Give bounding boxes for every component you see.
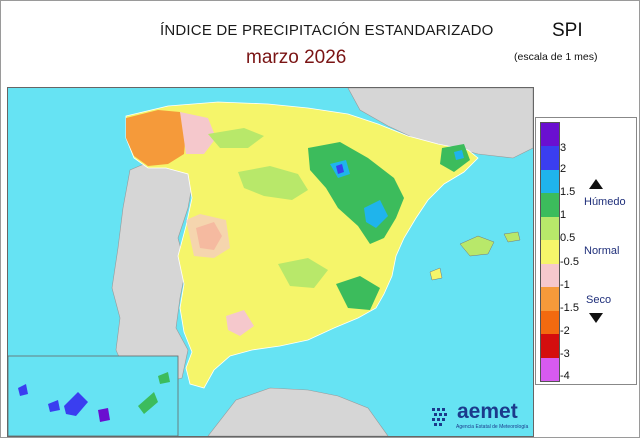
legend-swatch xyxy=(541,334,559,359)
legend-label-1: 1 xyxy=(560,209,567,221)
index-name: SPI xyxy=(552,20,583,41)
legend-label-minus-3: -3 xyxy=(560,348,570,360)
canary-la-palma xyxy=(18,384,28,396)
aemet-logo-icon xyxy=(432,408,447,426)
legend-label-3: 3 xyxy=(560,142,567,154)
legend-swatch xyxy=(541,193,559,218)
region-northwest-dry xyxy=(126,110,186,166)
legend-label-0-5: 0.5 xyxy=(560,232,576,244)
africa-land xyxy=(207,387,389,436)
legend-swatch xyxy=(541,357,559,382)
legend-swatch xyxy=(541,169,559,194)
region-south-pink xyxy=(226,310,254,336)
legend-label-minus-1: -1 xyxy=(560,279,570,291)
scale-note: (escala de 1 mes) xyxy=(514,51,598,63)
legend-color-bar xyxy=(540,122,560,382)
map-svg xyxy=(8,88,533,436)
legend-label-minus-0-5: -0.5 xyxy=(560,256,579,268)
legend-label-minus-2: -2 xyxy=(560,325,570,337)
ibiza-land xyxy=(429,267,443,281)
region-north-light-green xyxy=(208,128,264,148)
legend-normal-label: Normal xyxy=(584,245,620,257)
region-east-cyan xyxy=(364,200,388,228)
map-title: ÍNDICE DE PRECIPITACIÓN ESTANDARIZADO xyxy=(160,22,494,39)
canary-la-gomera xyxy=(48,400,60,412)
region-catalonia-green xyxy=(440,144,470,172)
wet-arrow-icon xyxy=(589,179,603,189)
map-subtitle-date: marzo 2026 xyxy=(246,47,347,68)
region-north-blue xyxy=(336,164,344,174)
legend-label-minus-4: -4 xyxy=(560,370,570,382)
logo-subtitle: Agencia Estatal de Meteorología xyxy=(456,424,529,430)
canary-tenerife xyxy=(64,392,88,416)
legend-label-2: 2 xyxy=(560,163,567,175)
legend-swatch xyxy=(541,310,559,335)
region-catalonia-cyan xyxy=(454,150,464,160)
spain-land xyxy=(125,101,479,389)
region-center-light-green xyxy=(238,166,308,200)
legend-swatch xyxy=(541,146,559,171)
legend-swatch xyxy=(541,216,559,241)
region-nw-pink xyxy=(180,112,216,154)
dry-arrow-icon xyxy=(589,313,603,323)
region-west-pink xyxy=(186,214,230,258)
legend-label-minus-1-5: -1.5 xyxy=(560,302,579,314)
legend-swatch xyxy=(541,240,559,265)
region-southeast-green xyxy=(336,276,380,310)
region-south-light-green xyxy=(278,258,328,288)
legend-swatch xyxy=(541,287,559,312)
canary-lanzarote xyxy=(158,372,170,384)
canary-gran-canaria xyxy=(98,408,110,422)
legend-wet-label: Húmedo xyxy=(584,196,626,208)
canary-fuerteventura xyxy=(138,392,158,414)
legend-label-1-5: 1.5 xyxy=(560,186,576,198)
logo-name: aemet xyxy=(457,400,518,423)
legend-dry-label: Seco xyxy=(586,294,612,306)
menorca-land xyxy=(503,231,521,243)
mallorca-land xyxy=(459,235,495,257)
spi-map xyxy=(7,87,534,437)
legend-swatch xyxy=(541,123,559,147)
legend-swatch xyxy=(541,263,559,288)
